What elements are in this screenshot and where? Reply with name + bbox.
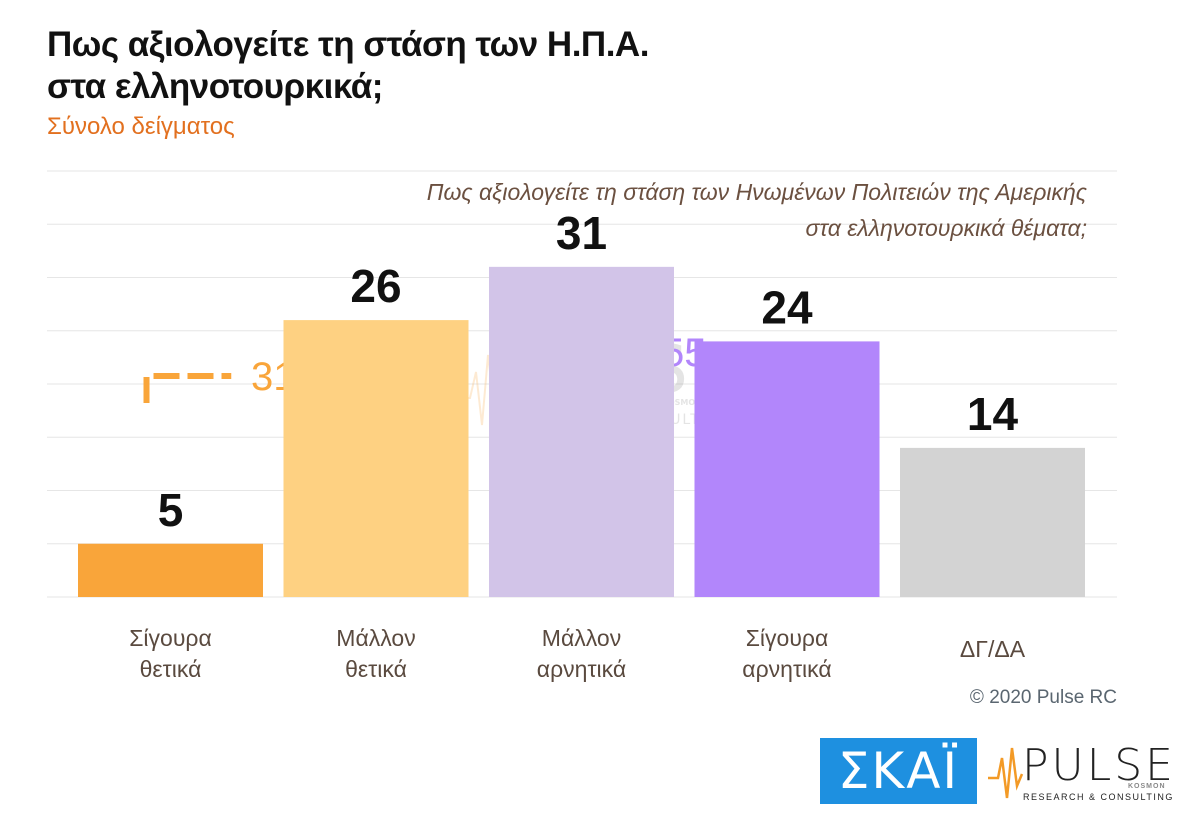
bar <box>283 320 469 597</box>
group-bracket-left <box>143 373 232 403</box>
bar <box>694 341 880 597</box>
question-line-1: Πως αξιολογείτε τη στάση των Ηνωμένων Πο… <box>426 179 1087 205</box>
category-label: θετικά <box>345 656 407 682</box>
bar <box>78 543 263 597</box>
value-label: 24 <box>761 281 813 333</box>
bars <box>78 266 1085 597</box>
pulse-logo-icon <box>988 747 1024 799</box>
watermark-tag: KOSMON <box>662 398 702 407</box>
chart-title: Πως αξιολογείτε τη στάση των Η.Π.Α. στα … <box>47 24 649 108</box>
bar <box>900 447 1085 597</box>
pulse-logo: PULSE KOSMON RESEARCH & CONSULTING <box>988 740 1173 806</box>
category-label: ΔΓ/ΔΑ <box>960 636 1026 662</box>
value-label: 31 <box>556 207 607 259</box>
question-line-2: στα ελληνοτουρκικά θέματα; <box>805 215 1087 241</box>
category-label: Σίγουρα <box>129 625 212 651</box>
category-label: αρνητικά <box>537 656 626 682</box>
value-label: 26 <box>350 260 401 312</box>
category-label: αρνητικά <box>742 656 831 682</box>
title-line-1: Πως αξιολογείτε τη στάση των Η.Π.Α. <box>47 25 649 64</box>
category-label: Σίγουρα <box>746 625 829 651</box>
category-label: θετικά <box>140 656 202 682</box>
value-labels: 5 26 31 24 14 <box>158 207 1019 536</box>
title-line-2: στα ελληνοτουρκικά; <box>47 67 383 106</box>
value-label: 5 <box>158 484 184 536</box>
question-text: Πως αξιολογείτε τη στάση των Ηνωμένων Πο… <box>427 174 1087 246</box>
category-label: Μάλλον <box>336 625 415 651</box>
copyright: © 2020 Pulse RC <box>969 687 1117 708</box>
pulse-logo-tag: KOSMON <box>1128 783 1166 790</box>
value-label: 14 <box>967 388 1019 440</box>
bar <box>489 266 674 597</box>
chart-subtitle: Σύνολο δείγματος <box>47 113 235 140</box>
pulse-logo-sub: RESEARCH & CONSULTING <box>1023 792 1174 802</box>
category-label: Μάλλον <box>542 625 621 651</box>
pulse-logo-word: PULSE <box>1022 740 1176 791</box>
category-labels: Σίγουρα θετικά Μάλλον θετικά Μάλλον αρνητικά Σ… <box>129 625 1026 682</box>
skai-logo: ΣΚΑΪ <box>820 738 977 804</box>
